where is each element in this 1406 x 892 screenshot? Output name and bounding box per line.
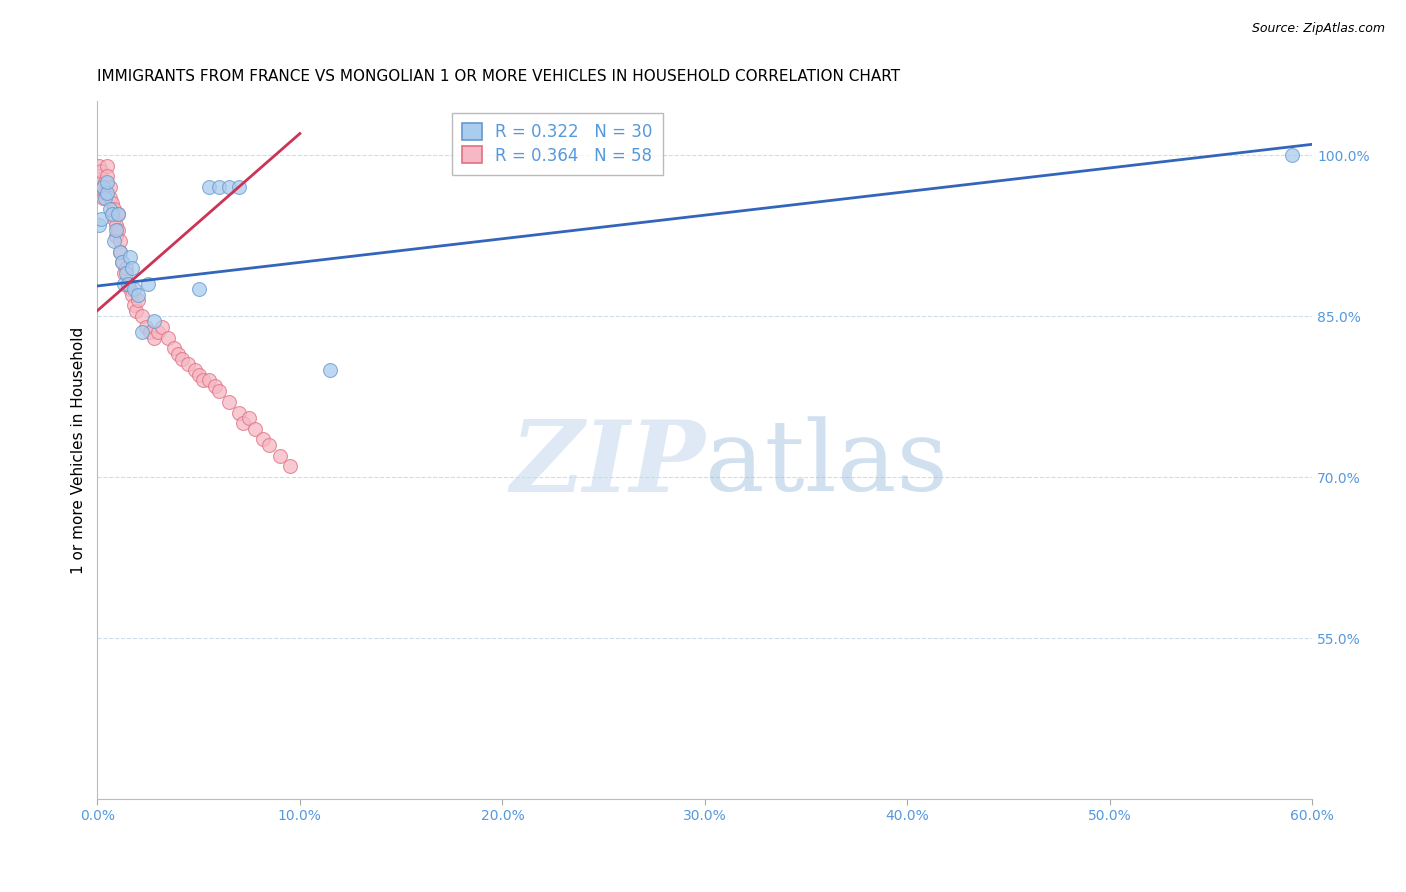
Point: [136, 277, 159, 291]
Point: [100, 207, 122, 221]
Point: [118, 250, 141, 264]
Point: [228, 406, 250, 420]
Point: [107, 207, 129, 221]
Point: [103, 202, 125, 216]
Point: [96, 186, 118, 200]
Point: [1281, 148, 1303, 162]
Point: [172, 351, 194, 366]
Point: [121, 287, 143, 301]
Point: [131, 309, 153, 323]
Point: [127, 293, 149, 307]
Point: [89, 218, 111, 232]
Point: [122, 282, 145, 296]
Point: [104, 218, 127, 232]
Point: [114, 266, 136, 280]
Point: [90, 212, 112, 227]
Point: [218, 395, 240, 409]
Point: [177, 357, 200, 371]
Point: [135, 319, 157, 334]
Point: [103, 212, 125, 227]
Point: [107, 223, 129, 237]
Point: [187, 282, 209, 296]
Point: [108, 244, 131, 259]
Point: [197, 180, 219, 194]
Point: [117, 277, 139, 291]
Point: [98, 202, 121, 216]
Point: [118, 282, 141, 296]
Text: Source: ZipAtlas.com: Source: ZipAtlas.com: [1251, 22, 1385, 36]
Point: [90, 175, 112, 189]
Point: [111, 255, 134, 269]
Point: [252, 433, 274, 447]
Point: [191, 373, 214, 387]
Legend: R = 0.322   N = 30, R = 0.364   N = 58: R = 0.322 N = 30, R = 0.364 N = 58: [451, 113, 662, 175]
Point: [94, 191, 117, 205]
Point: [232, 417, 254, 431]
Y-axis label: 1 or more Vehicles in Household: 1 or more Vehicles in Household: [72, 326, 86, 574]
Point: [100, 196, 122, 211]
Point: [319, 362, 342, 376]
Point: [157, 330, 180, 344]
Point: [131, 325, 153, 339]
Point: [111, 255, 134, 269]
Point: [90, 164, 112, 178]
Point: [146, 325, 169, 339]
Point: [104, 223, 127, 237]
Point: [269, 449, 291, 463]
Point: [218, 180, 240, 194]
Point: [98, 180, 121, 194]
Point: [238, 411, 260, 425]
Point: [245, 422, 267, 436]
Point: [139, 325, 162, 339]
Point: [127, 287, 149, 301]
Point: [167, 346, 190, 360]
Point: [104, 228, 127, 243]
Point: [150, 319, 173, 334]
Point: [107, 207, 129, 221]
Text: IMMIGRANTS FROM FRANCE VS MONGOLIAN 1 OR MORE VEHICLES IN HOUSEHOLD CORRELATION : IMMIGRANTS FROM FRANCE VS MONGOLIAN 1 OR…: [97, 69, 900, 84]
Point: [112, 277, 135, 291]
Point: [96, 159, 118, 173]
Point: [228, 180, 250, 194]
Point: [208, 384, 231, 399]
Point: [114, 260, 136, 275]
Point: [108, 244, 131, 259]
Point: [93, 191, 115, 205]
Point: [103, 234, 125, 248]
Point: [278, 459, 301, 474]
Text: atlas: atlas: [704, 417, 948, 512]
Point: [96, 169, 118, 184]
Point: [259, 438, 281, 452]
Point: [183, 362, 205, 376]
Point: [89, 169, 111, 184]
Text: ZIP: ZIP: [510, 416, 704, 512]
Point: [108, 234, 131, 248]
Point: [187, 368, 209, 382]
Point: [204, 379, 226, 393]
Point: [94, 186, 117, 200]
Point: [112, 266, 135, 280]
Point: [197, 373, 219, 387]
Point: [93, 180, 115, 194]
Point: [208, 180, 231, 194]
Point: [143, 330, 166, 344]
Point: [89, 159, 111, 173]
Point: [96, 175, 118, 189]
Point: [100, 207, 122, 221]
Point: [125, 303, 148, 318]
Point: [163, 341, 186, 355]
Point: [98, 191, 121, 205]
Point: [93, 180, 115, 194]
Point: [117, 277, 139, 291]
Point: [143, 314, 166, 328]
Point: [94, 175, 117, 189]
Point: [122, 298, 145, 312]
Point: [121, 260, 143, 275]
